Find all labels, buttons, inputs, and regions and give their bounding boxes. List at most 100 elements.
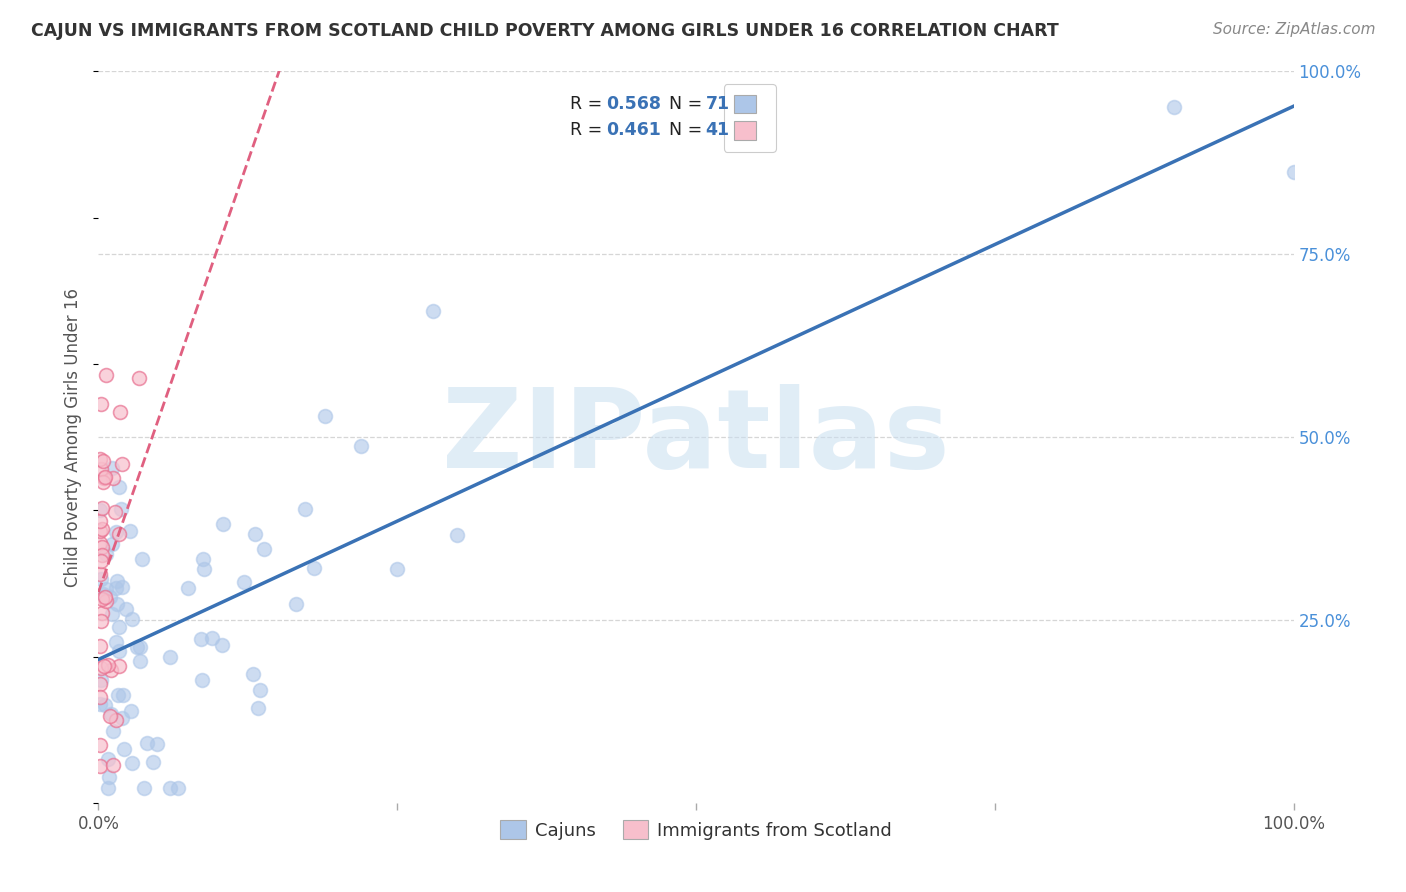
Point — [104, 713, 127, 727]
Point — [446, 528, 468, 542]
Point — [110, 711, 132, 725]
Point — [101, 460, 124, 475]
Point — [89, 566, 111, 581]
Point — [94, 594, 117, 608]
Text: 0.568: 0.568 — [606, 95, 661, 113]
Legend: Cajuns, Immigrants from Scotland: Cajuns, Immigrants from Scotland — [491, 811, 901, 848]
Point — [93, 659, 115, 673]
Point — [107, 659, 129, 673]
Point — [90, 661, 112, 675]
Point — [107, 620, 129, 634]
Point — [120, 524, 142, 538]
Y-axis label: Child Poverty Among Girls Under 16: Child Poverty Among Girls Under 16 — [65, 287, 83, 587]
Point — [104, 524, 127, 539]
Point — [89, 452, 111, 467]
Point — [100, 663, 122, 677]
Point — [105, 581, 128, 595]
Point — [111, 688, 134, 702]
Point — [136, 735, 159, 749]
Point — [89, 677, 111, 691]
Point — [91, 475, 114, 490]
Point — [97, 657, 120, 672]
Point — [245, 527, 267, 541]
Point — [101, 724, 124, 739]
Point — [211, 516, 233, 531]
Point — [211, 638, 233, 652]
Point — [93, 454, 115, 468]
Point — [105, 597, 128, 611]
Point — [128, 640, 150, 655]
Point — [89, 739, 111, 753]
Point — [315, 409, 337, 424]
Point — [105, 634, 128, 648]
Point — [125, 640, 148, 655]
Point — [107, 689, 129, 703]
Text: 0.461: 0.461 — [606, 121, 661, 139]
Point — [90, 397, 112, 411]
Point — [91, 591, 114, 606]
Point — [232, 574, 254, 589]
Point — [101, 758, 124, 772]
Point — [131, 552, 153, 566]
Point — [108, 480, 131, 494]
Point — [128, 371, 150, 385]
Point — [1163, 100, 1185, 114]
Point — [159, 650, 181, 665]
Text: R =: R = — [571, 95, 609, 113]
Point — [97, 781, 120, 796]
Point — [111, 457, 134, 471]
Point — [89, 524, 111, 538]
Point — [108, 526, 131, 541]
Point — [284, 597, 307, 611]
Point — [91, 540, 114, 554]
Point — [94, 698, 117, 713]
Point — [350, 439, 373, 453]
Point — [385, 561, 409, 575]
Point — [191, 552, 214, 566]
Point — [103, 471, 125, 485]
Point — [90, 614, 112, 628]
Point — [94, 582, 117, 596]
Point — [89, 503, 111, 517]
Point — [89, 515, 111, 529]
Text: 41: 41 — [706, 121, 730, 139]
Point — [193, 562, 215, 576]
Point — [97, 770, 120, 784]
Text: ZIPatlas: ZIPatlas — [441, 384, 950, 491]
Point — [100, 706, 122, 721]
Point — [121, 756, 143, 771]
Point — [177, 582, 200, 596]
Point — [97, 752, 120, 766]
Point — [90, 572, 112, 586]
Text: N =: N = — [658, 95, 707, 113]
Text: R =: R = — [571, 121, 609, 139]
Point — [90, 606, 112, 620]
Point — [89, 536, 111, 550]
Point — [246, 701, 269, 715]
Point — [105, 574, 128, 589]
Point — [129, 654, 152, 668]
Point — [96, 368, 118, 382]
Point — [89, 759, 111, 773]
Point — [89, 639, 111, 653]
Point — [115, 602, 138, 616]
Point — [253, 542, 276, 557]
Point — [159, 781, 181, 796]
Point — [302, 561, 325, 575]
Point — [98, 709, 121, 723]
Point — [249, 682, 271, 697]
Point — [96, 547, 118, 561]
Point — [121, 612, 143, 626]
Point — [93, 471, 115, 485]
Point — [110, 502, 132, 516]
Point — [112, 742, 135, 756]
Point — [104, 505, 127, 519]
Point — [167, 781, 190, 796]
Point — [90, 522, 112, 536]
Point — [98, 591, 121, 605]
Point — [422, 304, 444, 318]
Point — [142, 755, 165, 769]
Point — [91, 549, 114, 563]
Text: Source: ZipAtlas.com: Source: ZipAtlas.com — [1212, 22, 1375, 37]
Point — [242, 667, 264, 681]
